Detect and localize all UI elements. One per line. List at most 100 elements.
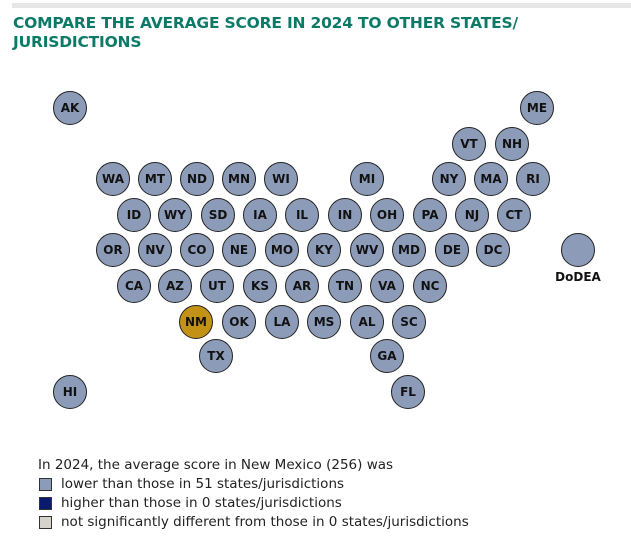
state-label: CA xyxy=(124,279,144,293)
state-label: GA xyxy=(377,349,397,363)
state-circle-nv[interactable]: NV xyxy=(138,233,172,267)
state-label: FL xyxy=(400,385,416,399)
state-label: KY xyxy=(315,243,333,257)
state-circle-az[interactable]: AZ xyxy=(158,269,192,303)
state-circle-il[interactable]: IL xyxy=(285,198,319,232)
state-circle-nd[interactable]: ND xyxy=(180,162,214,196)
state-label: IA xyxy=(253,208,267,222)
state-label: IN xyxy=(337,208,353,222)
state-label: DE xyxy=(442,243,462,257)
state-circle-ky[interactable]: KY xyxy=(307,233,341,267)
legend: In 2024, the average score in New Mexico… xyxy=(38,456,469,532)
state-circle-tn[interactable]: TN xyxy=(328,269,362,303)
state-label: NH xyxy=(501,137,523,151)
state-circle-id[interactable]: ID xyxy=(117,198,151,232)
state-label: ID xyxy=(126,208,142,222)
state-circle-ut[interactable]: UT xyxy=(200,269,234,303)
state-circle-nm[interactable]: NM xyxy=(179,305,213,339)
state-circle-ca[interactable]: CA xyxy=(117,269,151,303)
state-circle-wa[interactable]: WA xyxy=(96,162,130,196)
state-label: NY xyxy=(439,172,459,186)
state-circle-in[interactable]: IN xyxy=(328,198,362,232)
state-label: OH xyxy=(376,208,398,222)
state-circle-ok[interactable]: OK xyxy=(222,305,256,339)
state-circle-ct[interactable]: CT xyxy=(497,198,531,232)
state-circle-hi[interactable]: HI xyxy=(53,375,87,409)
state-circle-nc[interactable]: NC xyxy=(413,269,447,303)
legend-swatch-lower xyxy=(39,478,52,491)
state-circle-mo[interactable]: MO xyxy=(265,233,299,267)
state-circle-pa[interactable]: PA xyxy=(413,198,447,232)
state-circle-va[interactable]: VA xyxy=(370,269,404,303)
legend-item-not-different: not significantly different from those i… xyxy=(38,513,469,532)
state-label: MS xyxy=(313,315,335,329)
state-circle-co[interactable]: CO xyxy=(180,233,214,267)
state-circle-me[interactable]: ME xyxy=(520,91,554,125)
state-label: TX xyxy=(207,349,225,363)
state-label: SC xyxy=(400,315,418,329)
state-circle-dc[interactable]: DC xyxy=(476,233,510,267)
state-circle-md[interactable]: MD xyxy=(392,233,426,267)
state-circle-mn[interactable]: MN xyxy=(222,162,256,196)
state-circle-mi[interactable]: MI xyxy=(350,162,384,196)
state-circle-wv[interactable]: WV xyxy=(350,233,384,267)
state-circle-dodea[interactable] xyxy=(561,233,595,267)
state-label: VT xyxy=(460,137,478,151)
dodea-label: DoDEA xyxy=(555,270,601,284)
state-circle-nj[interactable]: NJ xyxy=(455,198,489,232)
state-label: NV xyxy=(145,243,165,257)
state-label: MT xyxy=(144,172,166,186)
state-circle-ga[interactable]: GA xyxy=(370,339,404,373)
state-label: TN xyxy=(335,279,355,293)
state-label: UT xyxy=(208,279,226,293)
state-label: NJ xyxy=(464,208,480,222)
state-circle-wy[interactable]: WY xyxy=(158,198,192,232)
legend-item-higher: higher than those in 0 states/jurisdicti… xyxy=(38,494,469,513)
state-label: AR xyxy=(292,279,312,293)
state-circle-or[interactable]: OR xyxy=(96,233,130,267)
state-circle-ak[interactable]: AK xyxy=(53,91,87,125)
state-circle-fl[interactable]: FL xyxy=(391,375,425,409)
state-circle-ia[interactable]: IA xyxy=(243,198,277,232)
state-label: MO xyxy=(270,243,294,257)
page-title: COMPARE THE AVERAGE SCORE IN 2024 TO OTH… xyxy=(13,14,518,51)
state-circle-ri[interactable]: RI xyxy=(516,162,550,196)
state-circle-ks[interactable]: KS xyxy=(243,269,277,303)
state-circle-mt[interactable]: MT xyxy=(138,162,172,196)
state-circle-la[interactable]: LA xyxy=(265,305,299,339)
state-label: CT xyxy=(505,208,523,222)
state-circle-sd[interactable]: SD xyxy=(201,198,235,232)
state-circle-nh[interactable]: NH xyxy=(495,127,529,161)
state-label: WV xyxy=(355,243,379,257)
state-label: OR xyxy=(103,243,123,257)
state-circle-al[interactable]: AL xyxy=(350,305,384,339)
legend-label-higher: higher than those in 0 states/jurisdicti… xyxy=(61,495,342,511)
legend-intro: In 2024, the average score in New Mexico… xyxy=(38,457,394,473)
state-label: VA xyxy=(378,279,396,293)
state-label: DC xyxy=(483,243,503,257)
state-label: WI xyxy=(272,172,290,186)
state-circle-ne[interactable]: NE xyxy=(222,233,256,267)
state-circle-de[interactable]: DE xyxy=(435,233,469,267)
state-label: MI xyxy=(358,172,376,186)
state-label: OK xyxy=(229,315,249,329)
top-divider xyxy=(12,3,631,8)
state-label: CO xyxy=(187,243,207,257)
state-label: MD xyxy=(398,243,420,257)
state-label: NC xyxy=(420,279,440,293)
state-circle-tx[interactable]: TX xyxy=(199,339,233,373)
state-circle-ma[interactable]: MA xyxy=(474,162,508,196)
state-label: MA xyxy=(480,172,502,186)
state-circle-ar[interactable]: AR xyxy=(285,269,319,303)
legend-swatch-not-different xyxy=(39,516,52,529)
state-circle-oh[interactable]: OH xyxy=(370,198,404,232)
state-circle-wi[interactable]: WI xyxy=(264,162,298,196)
state-circle-ny[interactable]: NY xyxy=(432,162,466,196)
state-circle-ms[interactable]: MS xyxy=(307,305,341,339)
state-label: AL xyxy=(358,315,376,329)
state-circle-vt[interactable]: VT xyxy=(452,127,486,161)
state-label: MN xyxy=(228,172,250,186)
legend-swatch-higher xyxy=(39,497,52,510)
state-label: IL xyxy=(295,208,309,222)
state-circle-sc[interactable]: SC xyxy=(392,305,426,339)
